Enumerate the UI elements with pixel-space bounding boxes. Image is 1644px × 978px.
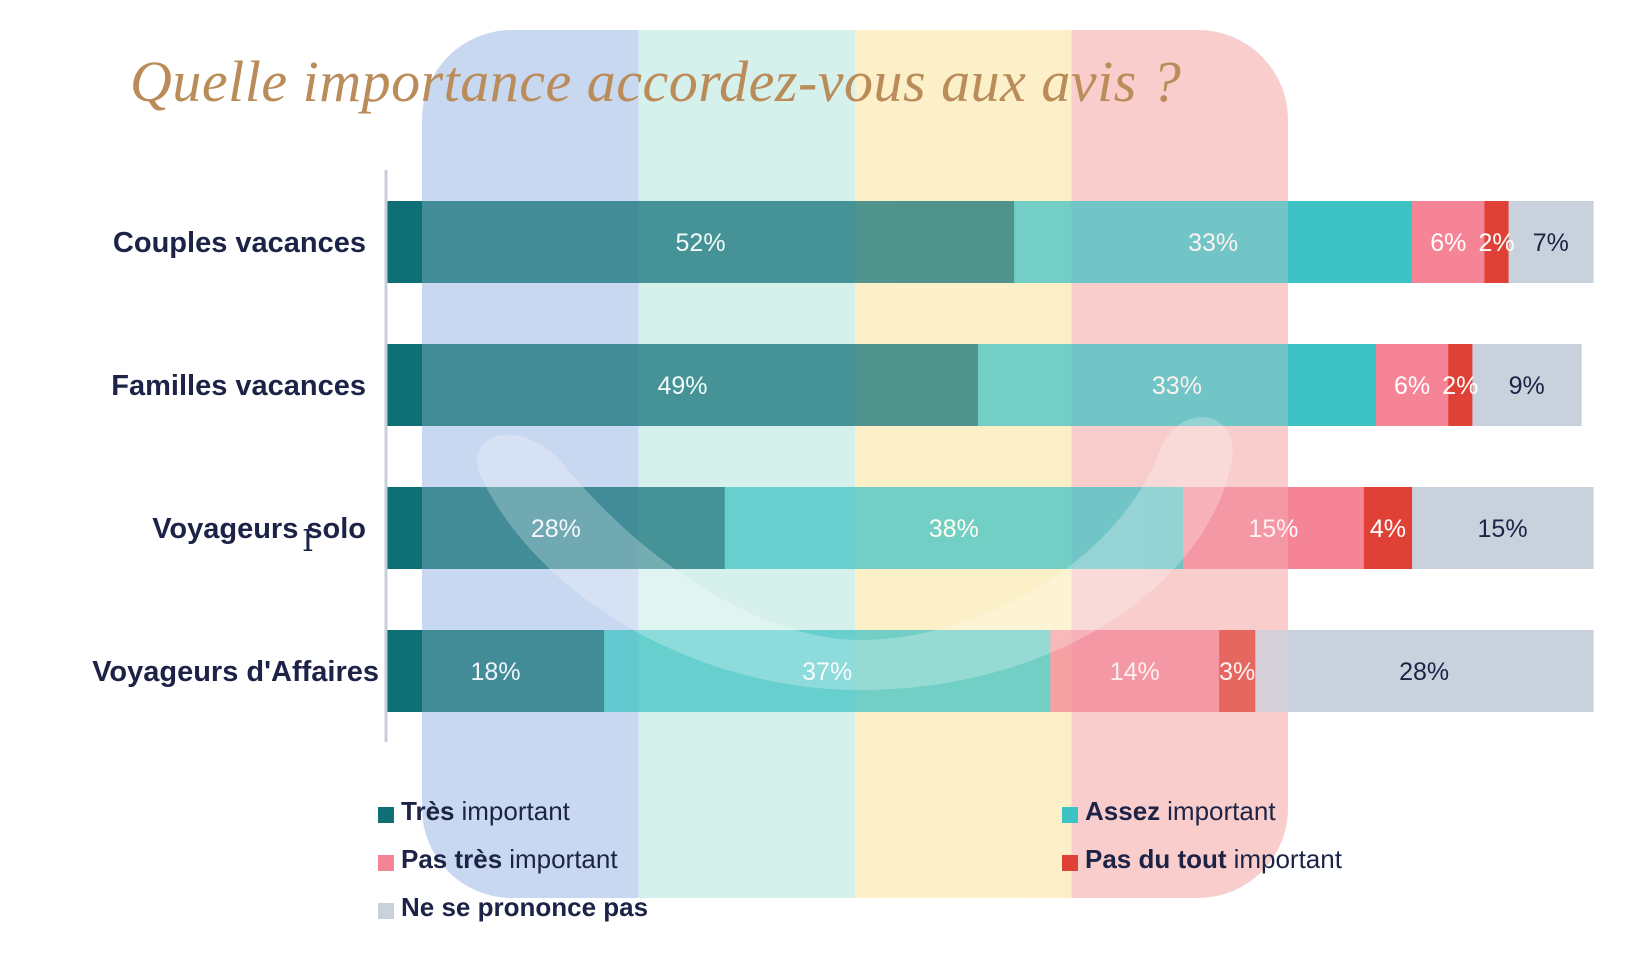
- bar-segment: [724, 487, 1184, 569]
- watermark-logo: [422, 30, 1288, 898]
- legend-swatch: [1062, 854, 1078, 871]
- bar-segment: [387, 487, 726, 569]
- text-cursor-icon: I: [302, 524, 314, 559]
- bar-segment: [387, 630, 605, 712]
- labels-group: Couples vacances 52% 33% 6% 2% 7% Familles vac…: [92, 170, 1569, 742]
- bar-segment: [1255, 630, 1594, 712]
- bar-segment: [977, 344, 1377, 426]
- watermark-overlay-band: [422, 30, 639, 898]
- legend-label-bold: Pas très: [401, 844, 503, 874]
- bar-value-label: 28%: [1399, 658, 1449, 686]
- bar-segment: [1448, 344, 1473, 426]
- bar-segment: [1484, 201, 1510, 283]
- legend-item: Pas du tout important: [1062, 844, 1342, 875]
- bar-segment: [1412, 487, 1594, 569]
- bars-group: [387, 201, 1594, 712]
- legend-item: Assez important: [1062, 796, 1276, 827]
- bar-value-label: 7%: [1533, 229, 1569, 257]
- legend-label-rest: important: [461, 796, 570, 826]
- watermark-overlay-band: [855, 30, 1072, 898]
- legend-item: Ne se prononce pas: [378, 892, 655, 923]
- watermark-overlay-band: [638, 30, 856, 898]
- legend-label-bold: Très: [401, 796, 455, 826]
- bar-segment: [387, 201, 1015, 283]
- legend-swatch: [378, 854, 394, 871]
- bar-segment: [1014, 201, 1413, 283]
- bar-value-label: 14%: [1110, 658, 1160, 686]
- legend-swatch: [378, 806, 394, 823]
- bar-value-label: 15%: [1478, 515, 1528, 543]
- bar-segment: [604, 630, 1051, 712]
- legend-label-rest: important: [1233, 844, 1342, 874]
- bar-value-label: 3%: [1219, 658, 1255, 686]
- bar-segment: [1412, 201, 1486, 283]
- chart-title: Quelle importance accordez-vous aux avis…: [130, 49, 1182, 114]
- category-label: Familles vacances: [111, 370, 366, 402]
- legend-label-bold: Assez: [1085, 796, 1161, 826]
- bar-value-label: 18%: [471, 658, 521, 686]
- bar-segment: [387, 344, 979, 426]
- legend-label-bold: Pas du tout: [1085, 844, 1227, 874]
- category-label: Couples vacances: [113, 227, 366, 259]
- legend-label-bold: Ne se prononce pas: [401, 892, 649, 922]
- category-label: Voyageurs solo: [152, 513, 366, 545]
- watermark-band: [1071, 30, 1288, 898]
- bar-value-label: 15%: [1248, 515, 1298, 543]
- bar-segment: [1508, 201, 1594, 283]
- bar-segment: [1375, 344, 1449, 426]
- legend-swatch: [1062, 806, 1078, 823]
- watermark-band: [638, 30, 856, 898]
- legend-item: Très important: [378, 796, 570, 827]
- watermark-overlay: [422, 30, 1288, 898]
- legend-label-rest: important: [509, 844, 618, 874]
- legend-label-rest: important: [1167, 796, 1276, 826]
- bar-segment: [1050, 630, 1220, 712]
- bar-value-label: 37%: [802, 658, 852, 686]
- watermark-overlay-band: [1071, 30, 1288, 898]
- bar-value-label: 28%: [531, 515, 581, 543]
- bar-value-label: 2%: [1442, 372, 1478, 400]
- bar-value-label: 4%: [1370, 515, 1406, 543]
- bar-value-label: 6%: [1394, 372, 1430, 400]
- bar-value-label: 9%: [1509, 372, 1545, 400]
- bar-segment: [1219, 630, 1256, 712]
- bar-value-label: 49%: [657, 372, 707, 400]
- legend-item: Pas très important: [378, 844, 618, 875]
- watermark-swoosh: [477, 417, 1233, 690]
- watermark-band: [422, 30, 639, 898]
- bar-value-label: 52%: [676, 229, 726, 257]
- bar-value-label: 6%: [1430, 229, 1466, 257]
- bar-value-label: 38%: [929, 515, 979, 543]
- legend-swatch: [378, 902, 394, 919]
- bar-value-label: 33%: [1152, 372, 1202, 400]
- bar-segment: [1182, 487, 1365, 569]
- category-label: Voyageurs d'Affaires: [92, 656, 379, 688]
- bar-segment: [1363, 487, 1413, 569]
- bar-value-label: 2%: [1478, 229, 1514, 257]
- bar-value-label: 33%: [1188, 229, 1238, 257]
- watermark-band: [855, 30, 1072, 898]
- bar-segment: [1472, 344, 1582, 426]
